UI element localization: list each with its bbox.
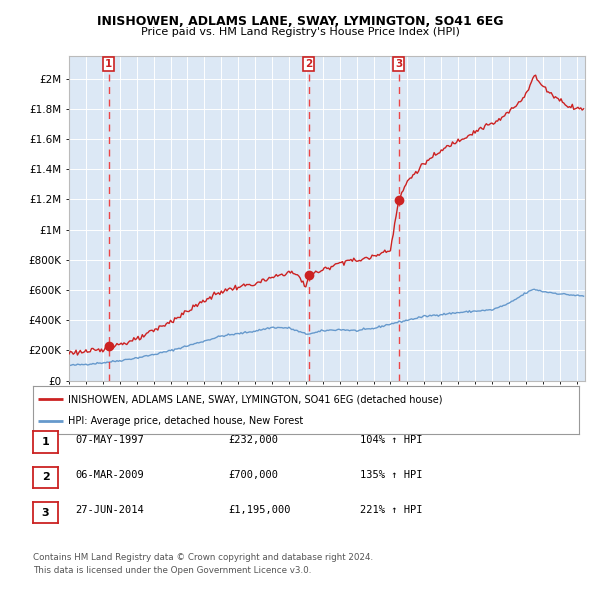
- Text: 104% ↑ HPI: 104% ↑ HPI: [360, 435, 422, 444]
- Text: 1: 1: [42, 437, 49, 447]
- Text: 221% ↑ HPI: 221% ↑ HPI: [360, 506, 422, 515]
- Text: 3: 3: [42, 508, 49, 517]
- Text: HPI: Average price, detached house, New Forest: HPI: Average price, detached house, New …: [68, 416, 304, 426]
- Text: 06-MAR-2009: 06-MAR-2009: [75, 470, 144, 480]
- Text: £700,000: £700,000: [228, 470, 278, 480]
- Text: 3: 3: [395, 59, 403, 69]
- Text: INISHOWEN, ADLAMS LANE, SWAY, LYMINGTON, SO41 6EG: INISHOWEN, ADLAMS LANE, SWAY, LYMINGTON,…: [97, 15, 503, 28]
- Text: This data is licensed under the Open Government Licence v3.0.: This data is licensed under the Open Gov…: [33, 566, 311, 575]
- Text: £232,000: £232,000: [228, 435, 278, 444]
- Text: 2: 2: [305, 59, 313, 69]
- Text: 2: 2: [42, 473, 49, 482]
- Text: 1: 1: [105, 59, 112, 69]
- Text: Contains HM Land Registry data © Crown copyright and database right 2024.: Contains HM Land Registry data © Crown c…: [33, 553, 373, 562]
- Text: INISHOWEN, ADLAMS LANE, SWAY, LYMINGTON, SO41 6EG (detached house): INISHOWEN, ADLAMS LANE, SWAY, LYMINGTON,…: [68, 394, 443, 404]
- Text: 135% ↑ HPI: 135% ↑ HPI: [360, 470, 422, 480]
- Text: 27-JUN-2014: 27-JUN-2014: [75, 506, 144, 515]
- Text: 07-MAY-1997: 07-MAY-1997: [75, 435, 144, 444]
- Text: £1,195,000: £1,195,000: [228, 506, 290, 515]
- Text: Price paid vs. HM Land Registry's House Price Index (HPI): Price paid vs. HM Land Registry's House …: [140, 27, 460, 37]
